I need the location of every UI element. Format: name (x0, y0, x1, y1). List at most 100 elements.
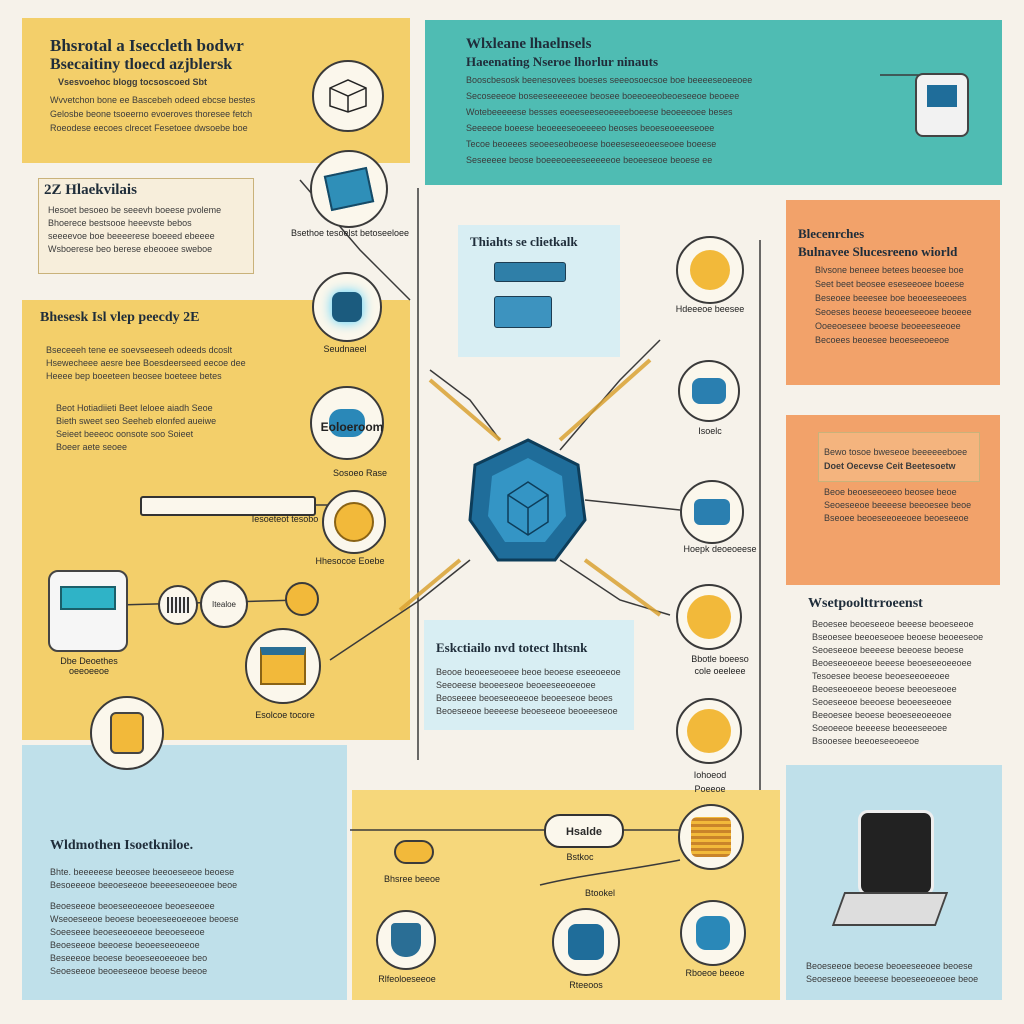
node-label-n5: Iesoeteot tesobo (251, 514, 319, 524)
bottom-left-line-7: Beseeeoe beoese beoeseeoeeoee beo (50, 953, 208, 963)
node-folder (245, 628, 321, 704)
top-right-line-3: Wotebeeeeese besses eoeeseeseoeeeeboeese… (466, 107, 733, 117)
right-text-line-6: Beoeseeoeeoe beoese beeoeseoee (812, 684, 957, 694)
terminal-icon (48, 570, 128, 652)
gold-link-3 (583, 558, 662, 617)
orange-top-panel (786, 200, 1000, 385)
top-right-subtitle: Haeenating Nseroe lhorlur ninauts (466, 54, 659, 69)
box-card-line-3: seeeevoe boe beeeerese boeeed ebeeee (48, 231, 215, 241)
right-text-line-4: Beoeseeoeeoe beeese beoeseeoeeoee (812, 658, 972, 668)
orange-top-title: Blecenrches (798, 226, 865, 241)
top-right-panel (425, 20, 1002, 185)
node-label-n6: Hhesocoe Eoebe (315, 556, 385, 566)
top-left-line-3: Roeodese eecoes clrecet Fesetoee dwsoebe… (50, 123, 248, 133)
orange-mid-line-2: Seoeseeoe beeeese beeoesee beoe (824, 500, 972, 510)
bottom-left-line-3: Beoeseeoe beoeseeoeeoee beoeseeoee (50, 901, 215, 911)
right-text-line-1: Beoesee beoeseeoe beeese beoeseeoe (812, 619, 974, 629)
link-core-to-top (429, 369, 501, 441)
gold-link-1 (428, 378, 502, 442)
node-hand-key (90, 696, 164, 770)
top-right-title: Wlxleane lhaelnsels (466, 36, 592, 52)
center-mid-title: Eskctiailo nvd totect lhtsnk (436, 640, 588, 655)
node-wireframe-cube (312, 60, 384, 132)
orange-top-line-6: Becoees beoesee beoeseeoeeoe (815, 335, 950, 345)
orange-mid-line-1: Beoe beoeseeoeeo beosee beoe (824, 487, 957, 497)
node-r-blue-shape (678, 360, 740, 422)
top-right-line-2: Secoseeeoe boseeseeeeeoee beosee boeeoee… (466, 91, 740, 101)
gold-link-4 (398, 558, 462, 612)
node-label-n7: Dbe Deoethes oeeoeeoe (60, 656, 118, 676)
node-label-r5: cole oeeleee (694, 666, 746, 676)
orange-mid-card (818, 432, 980, 482)
orange-mid-subtitle: Doet Oecevse Ceit Beetesoetw (824, 461, 956, 471)
top-left-subtitle: Bsecaitiny tloecd azjblersk (50, 56, 233, 73)
node-b-blue-core (552, 908, 620, 976)
center-mid-line-1: Beooe beoeeseoeee beoe beoese eseeoeeoe (436, 667, 621, 677)
orange-top-line-3: Beseoee beeesee boe beoeeseeoees (815, 293, 967, 303)
node-label-n2: Seudnaeel (323, 344, 367, 354)
right-text-line-3: Seoeseeoe beeeese beeoese beoese (812, 645, 964, 655)
bottom-left-line-2: Besoeeeoe beeoeseeoe beeeeseoeeoee beoe (50, 880, 238, 890)
node-gold-coin (322, 490, 386, 554)
orange-top-line-2: Seet beet beosee eseseeoee boeese (815, 279, 965, 289)
bottom-right-line-1: Beoeseeoe beoese beoeeseeoee beoese (806, 961, 973, 971)
server-rack-icon (494, 262, 566, 282)
hex-core-cube (507, 481, 549, 536)
node-keyboard (158, 585, 198, 625)
top-right-line-6: Seseeeee beose boeeeoeeeseeeeeoe beoeese… (466, 155, 713, 165)
left-mid-note-2: Bieth sweet seo Seeheb elonfed aueiwe (56, 416, 217, 426)
node-r-gold-box (676, 584, 742, 650)
top-left-line-1: Wvvetchon bone ee Bascebeh odeed ebcse b… (50, 95, 256, 105)
right-text-line-2: Bseoesee beeoeseoee beoese beoeeseoe (812, 632, 984, 642)
top-left-tagline: Vsesvoehoc blogg tocsoscoed Sbt (58, 77, 208, 87)
node-label-n3: Eoloeroom (320, 420, 384, 434)
orange-top-subtitle: Bulnavee Slucesreeno wiorld (798, 244, 958, 259)
bottom-left-line-1: Bhte. beeeeese beeosee beeoeseeoe beoese (50, 867, 235, 877)
left-mid-title: Bhesesk Isl vlep peecdy 2E (40, 310, 200, 325)
node-label-r3: Hoepk deoeoeese (683, 544, 757, 554)
orange-top-line-1: Blvsone beneee betees beoesee boe (815, 265, 964, 275)
link-core-to-tr (559, 339, 661, 451)
node-label-n4: Sosoeo Rase (332, 468, 388, 478)
orange-top-line-5: Ooeeoeseee beoese beoeeeseeoee (815, 321, 961, 331)
node-label-b2: Hsalde (565, 826, 603, 838)
center-top-title: Thiahts se clietkalk (470, 234, 578, 249)
top-left-title: Bhsrotal a Iseccleth bodwr (50, 36, 244, 55)
center-mid-panel (424, 620, 634, 730)
server-stack-icon (494, 296, 552, 328)
node-label-n8: Itealoe (211, 599, 237, 609)
node-b-gold-grid (678, 804, 744, 870)
center-top-panel (458, 225, 620, 357)
link-core-to-br (559, 559, 671, 616)
left-mid-note-3: Seieet beeeoc oonsote soo Soieet (56, 429, 194, 439)
orange-mid-title: Bewo tosoe bweseoe beeeeeeboee (824, 447, 968, 457)
bottom-left-title: Wldmothen Isoetkniloe. (50, 838, 194, 853)
node-r-blue-device (680, 480, 744, 544)
node-label-n9: Esolcoe tocore (255, 710, 315, 720)
node-itealoe: Itealoe (200, 580, 248, 628)
orange-top-line-4: Seoeses beoese beoeeseeoee beoeee (815, 307, 972, 317)
node-gold-small (285, 582, 319, 616)
link-bottom-curve (539, 859, 681, 886)
right-text-line-8: Beeoesee beoese beoeseeoeeoee (812, 710, 952, 720)
orange-mid-line-3: Bseoee beoeseeoeeoee beoeseeoe (824, 513, 969, 523)
bottom-left-panel (22, 745, 347, 1000)
left-mid-line-2: Hsewecheee aesre bee Boesdeerseed eecoe … (46, 358, 246, 368)
monitor-icon (915, 73, 969, 137)
node-label-r4: Bbotle boeeso (691, 654, 749, 664)
bottom-left-line-5: Soeeseee beoeseeoeeoe beeoeseeoe (50, 927, 205, 937)
top-right-line-4: Seeeeoe boeese beoeeeseoeeeeo beoses beo… (466, 123, 715, 133)
right-text-line-7: Seoeseeoe beeoese beoeeseeoee (812, 697, 952, 707)
node-label-b5: Rlfeoloeseeoe (378, 974, 436, 984)
node-label-b7: Rboeoe beeoe (685, 968, 745, 978)
node-chip (310, 150, 388, 228)
top-right-line-5: Tecoe beoeees seoeeseobeoese boeeseseeoe… (466, 139, 717, 149)
right-text-title: Wsetpoolttrroeenst (808, 596, 923, 611)
right-text-line-10: Bsooesee beeoeseeoeeoe (812, 736, 920, 746)
node-b-gold-pill (394, 840, 434, 864)
center-mid-line-4: Beoeseeoe beeeese beoeseeoe beoeeeseoe (436, 706, 618, 716)
node-r-gold-chip (676, 698, 742, 764)
center-mid-line-3: Beoseeee beoeseeoeeoe beoeeseoe beoes (436, 693, 613, 703)
laptop-icon (831, 810, 949, 930)
bottom-left-line-6: Beoeseeoe beeoese beoeeseeoeeoe (50, 940, 200, 950)
